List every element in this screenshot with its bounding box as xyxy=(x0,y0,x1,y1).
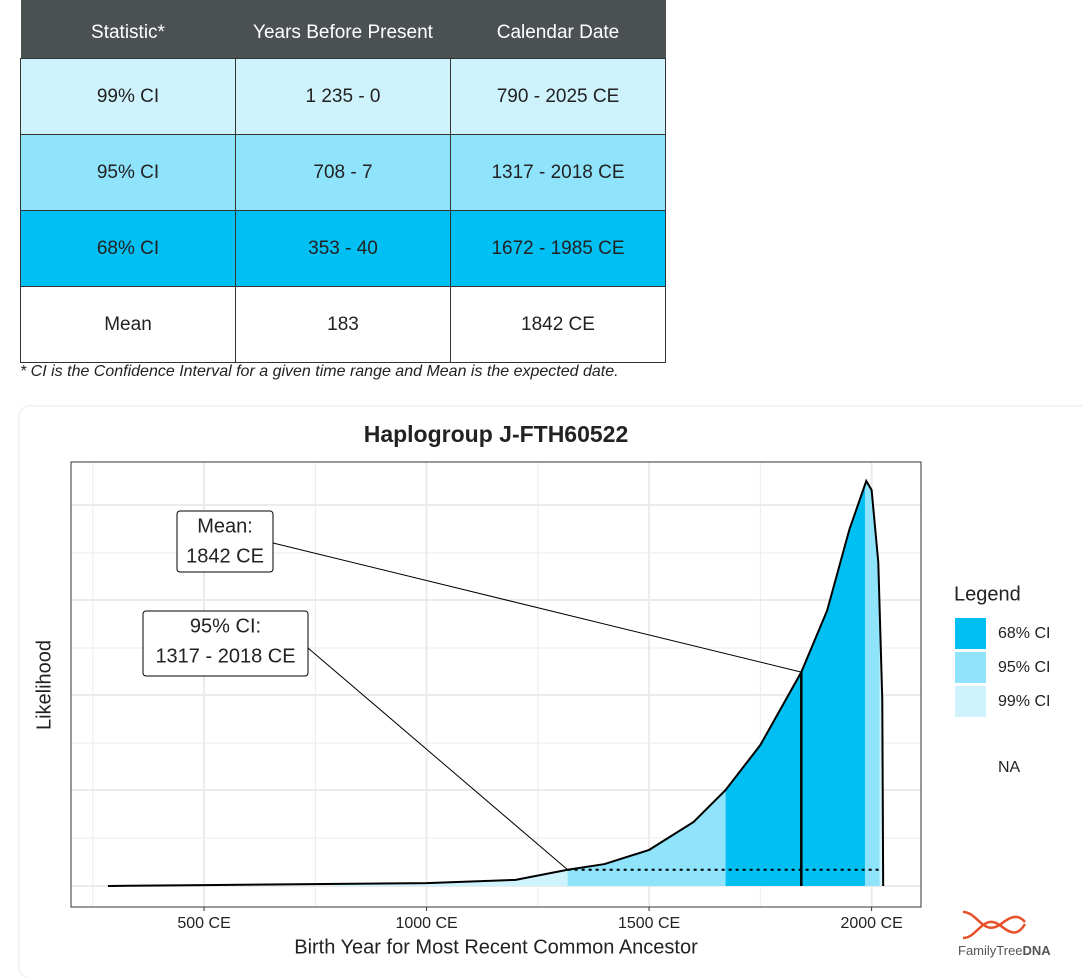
table-cell: 1672 - 1985 CE xyxy=(450,210,666,287)
plot-border xyxy=(70,461,922,908)
annotation-box xyxy=(142,610,309,677)
legend-label: 99% CI xyxy=(998,693,1050,710)
table-cell: 95% CI xyxy=(20,134,236,211)
legend-na: NA xyxy=(998,759,1021,776)
ci-table: Statistic* Years Before Present Calendar… xyxy=(20,0,666,363)
legend-label: 95% CI xyxy=(998,659,1050,676)
plot: 500 CE 1000 CE 1500 CE 2000 CE Mean: 1842 CE 9… xyxy=(70,461,1050,932)
x-tick-label: 1500 CE xyxy=(618,915,680,932)
legend-swatch xyxy=(955,618,986,649)
legend-label: 68% CI xyxy=(998,625,1050,642)
x-tick-label: 2000 CE xyxy=(840,915,902,932)
table-cell: 353 - 40 xyxy=(235,210,451,287)
logo: FamilyTreeDNA xyxy=(958,943,1051,958)
table-cell: 183 xyxy=(235,286,451,363)
annotation-text: 1842 CE xyxy=(186,545,264,567)
header-cell: Statistic* xyxy=(91,22,165,43)
footnote: * CI is the Confidence Interval for a gi… xyxy=(20,363,619,380)
legend-swatch xyxy=(955,652,986,683)
chart-title: Haplogroup J-FTH60522 xyxy=(364,421,629,447)
legend-swatch xyxy=(955,686,986,717)
annotation-box xyxy=(176,510,274,573)
annotation-text: Mean: xyxy=(197,515,253,537)
logo-icon xyxy=(962,910,1027,940)
table-cell: 790 - 2025 CE xyxy=(450,58,666,135)
table-row: 99% CI 1 235 - 0 790 - 2025 CE xyxy=(20,58,666,135)
x-axis-label: Birth Year for Most Recent Common Ancest… xyxy=(294,936,698,958)
table-cell: 1842 CE xyxy=(450,286,666,363)
table-header: Statistic* Years Before Present Calendar… xyxy=(20,0,666,59)
logo-suffix: DNA xyxy=(1023,943,1052,958)
ci-band xyxy=(725,484,865,886)
x-tick-label: 500 CE xyxy=(177,915,230,932)
y-axis-label: Likelihood xyxy=(33,640,55,730)
table-cell: 68% CI xyxy=(20,210,236,287)
annotation-connector xyxy=(307,647,568,871)
table-row: 68% CI 353 - 40 1672 - 1985 CE xyxy=(20,210,666,287)
header-cell: Years Before Present xyxy=(253,22,433,43)
annotation-connector xyxy=(272,542,802,673)
table-row: Mean 183 1842 CE xyxy=(20,286,666,363)
x-tick-label: 1000 CE xyxy=(395,915,457,932)
annotation-text: 1317 - 2018 CE xyxy=(155,645,295,667)
legend-title: Legend xyxy=(954,583,1021,605)
table-cell: 99% CI xyxy=(20,58,236,135)
density-curve xyxy=(107,478,885,887)
annotation-text: 95% CI: xyxy=(190,615,261,637)
header-cell: Calendar Date xyxy=(496,22,620,43)
logo-name: FamilyTree xyxy=(958,943,1023,958)
